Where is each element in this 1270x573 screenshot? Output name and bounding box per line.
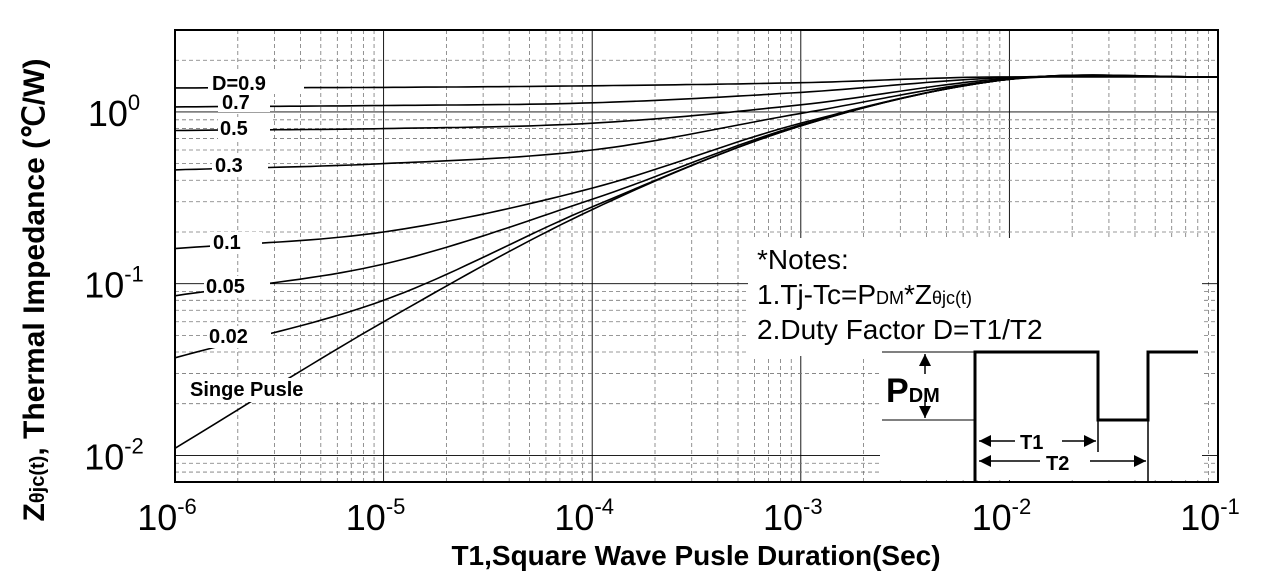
series-group <box>174 74 1219 449</box>
x-tick-label: 10-3 <box>763 494 823 538</box>
series-line <box>174 74 1218 449</box>
y-axis-title-sub: θjc(t) <box>27 456 49 503</box>
pdm-label: PDM <box>886 372 940 410</box>
notes-line1-sub2: θjc(t) <box>932 288 972 308</box>
y-tick-label: 100 <box>88 90 140 134</box>
curve-label-single: Singe Pusle <box>190 379 303 401</box>
curve-label-d03: 0.3 <box>215 155 243 177</box>
y-axis-title-rest: , Thermal Impedance (℃/W) <box>18 59 51 456</box>
series-line <box>174 74 1219 250</box>
plot-frame <box>174 29 1219 483</box>
notes-line1-pre: 1.Tj-Tc=P <box>757 279 876 310</box>
x-tick-label: 10-4 <box>554 494 614 538</box>
series-line <box>174 75 1218 108</box>
curve-label-d002: 0.02 <box>209 326 248 348</box>
y-axis-title-main: Z <box>18 503 51 521</box>
curve-label-d005: 0.05 <box>206 276 245 298</box>
x-tick-label: 10-5 <box>346 494 406 538</box>
x-tick-label: 10-2 <box>972 494 1032 538</box>
y-tick-label: 10-2 <box>84 433 144 477</box>
notes-heading: *Notes: <box>757 244 849 275</box>
pulse-diagram: PDM T1 T2 <box>880 350 1202 482</box>
curve-label-d05: 0.5 <box>220 118 248 140</box>
x-axis-title: T1,Square Wave Pusle Duration(Sec) <box>451 540 940 571</box>
notes-line1: 1.Tj-Tc=PDM*Zθjc(t) <box>757 279 972 310</box>
curve-label-d01: 0.1 <box>213 232 241 254</box>
curve-label-d09: D=0.9 <box>212 73 266 95</box>
t1-label: T1 <box>1020 432 1043 454</box>
t2-label: T2 <box>1046 453 1069 475</box>
x-tick-labels: 10-6 10-5 10-4 10-3 10-2 10-1 <box>137 494 1240 538</box>
notes-line1-post: *Z <box>904 279 932 310</box>
notes-line1-sub: DM <box>876 288 904 308</box>
x-tick-label: 10-1 <box>1180 494 1240 538</box>
y-axis-title: Zθjc(t), Thermal Impedance (℃/W) <box>18 59 51 522</box>
notes-box: *Notes: 1.Tj-Tc=PDM*Zθjc(t) 2.Duty Facto… <box>748 238 1202 356</box>
y-tick-label: 10-1 <box>84 262 144 306</box>
curve-label-d07: 0.7 <box>222 92 250 114</box>
series-line <box>175 76 1218 89</box>
notes-line2: 2.Duty Factor D=T1/T2 <box>757 314 1043 345</box>
y-tick-labels: 100 10-1 10-2 <box>84 90 144 477</box>
x-tick-label: 10-6 <box>137 494 197 538</box>
curve-labels: D=0.9 0.7 0.5 0.3 0.1 0.05 0.02 Singe Pu… <box>187 70 383 402</box>
